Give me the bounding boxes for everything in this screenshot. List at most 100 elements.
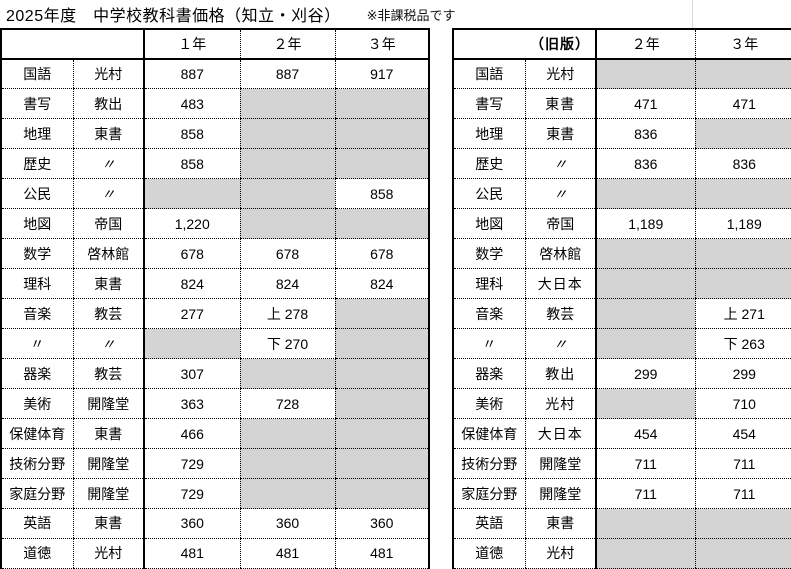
cell-subject: 美術 (1, 388, 73, 420)
table-row: 公民〃 858 (1, 178, 429, 210)
cell-year1: 466 (143, 418, 240, 450)
cell-year2 (239, 118, 335, 150)
cell-year2: 1,189 (595, 208, 695, 240)
cell-publisher: 東書 (524, 508, 596, 539)
cell-year2 (239, 418, 335, 450)
cell-year2 (595, 538, 695, 569)
cell-subject: 歴史 (453, 148, 525, 180)
cell-year3: 824 (334, 268, 429, 300)
cell-subject: 〃 (453, 328, 525, 360)
cell-year3 (694, 268, 791, 300)
cell-year3 (334, 118, 429, 150)
cell-year1: 363 (143, 388, 240, 420)
cell-publisher: 啓林館 (72, 238, 144, 270)
cell-publisher: 教芸 (524, 298, 596, 330)
cell-subject: 書写 (1, 88, 73, 120)
table-row: 美術 開隆堂 363 728 (1, 388, 429, 420)
cell-year3: 299 (694, 358, 791, 390)
table-row: 音楽 教芸 277 上 278 (1, 298, 429, 330)
cell-publisher: 開隆堂 (524, 478, 596, 509)
cell-year2: 471 (595, 88, 695, 120)
cell-subject: 歴史 (1, 148, 73, 180)
title-strip: 2025年度 中学校教科書価格（知立・刈谷） ※非課税品です (0, 0, 791, 28)
cell-year3 (334, 298, 429, 330)
cell-year2: 836 (595, 148, 695, 180)
cell-publisher: 光村 (72, 58, 144, 90)
sheet-gridline (692, 0, 693, 28)
page-title: 2025年度 中学校教科書価格（知立・刈谷） (6, 8, 341, 25)
cell-year1: 678 (143, 238, 240, 270)
cell-subject: 国語 (453, 58, 525, 90)
table-row: 道徳 光村 481 481 481 (1, 538, 429, 569)
cell-year2 (595, 388, 695, 420)
table-row: 保健体育 大日本 454 454 (453, 418, 791, 450)
table-row: 器楽 教出 299 299 (453, 358, 791, 390)
cell-subject: 道徳 (1, 538, 73, 569)
cell-subject: 理科 (453, 268, 525, 300)
cell-year3: 711 (694, 478, 791, 509)
cell-year2: 711 (595, 478, 695, 509)
table-row: 地図 帝国 1,189 1,189 (453, 208, 791, 240)
cell-publisher: 〃 (72, 178, 144, 210)
cell-year1 (143, 178, 240, 210)
cell-publisher: 東書 (72, 268, 144, 300)
cell-year3: 360 (334, 508, 429, 539)
cell-subject: 保健体育 (453, 418, 525, 450)
cell-year1: 481 (143, 538, 240, 569)
cell-year2 (595, 178, 695, 210)
cell-year3: 836 (694, 148, 791, 180)
table-row: 理科 大日本 (453, 268, 791, 300)
cell-year2 (239, 358, 335, 390)
table-row: 歴史〃 858 (1, 148, 429, 180)
cell-year2 (239, 178, 335, 210)
right-header-blank-subject (453, 28, 525, 60)
table-row: 器楽 教芸 307 (1, 358, 429, 390)
cell-year2 (595, 268, 695, 300)
cell-year3 (334, 478, 429, 509)
cell-subject: 地理 (453, 118, 525, 150)
cell-year3: 454 (694, 418, 791, 450)
cell-year1: 360 (143, 508, 240, 539)
cell-publisher: 〃 (524, 328, 596, 360)
cell-year1: 483 (143, 88, 240, 120)
cell-year2 (239, 148, 335, 180)
cell-year1: 729 (143, 478, 240, 509)
cell-year3 (334, 448, 429, 480)
oldversion-price-table: （旧版） ２年 ３年 国語 光村 書写 東書 471 471 地理 東書 836 歴史〃 836 836 公民… (452, 28, 791, 569)
cell-publisher: 開隆堂 (72, 388, 144, 420)
cell-year2: 下 270 (239, 328, 335, 360)
cell-year3 (694, 508, 791, 539)
cell-subject: 道徳 (453, 538, 525, 569)
cell-year3 (334, 208, 429, 240)
cell-subject: 〃 (1, 328, 73, 360)
table-row: 保健体育 東書 466 (1, 418, 429, 450)
cell-publisher: 教芸 (72, 298, 144, 330)
table-row: 美術 光村 710 (453, 388, 791, 420)
cell-year2: 454 (595, 418, 695, 450)
cell-year1: 277 (143, 298, 240, 330)
cell-subject: 英語 (1, 508, 73, 539)
left-header-blank-publisher (73, 28, 145, 60)
cell-year3 (334, 88, 429, 120)
cell-publisher: 大日本 (524, 268, 596, 300)
cell-year3: 678 (334, 238, 429, 270)
cell-publisher: 教出 (72, 88, 144, 120)
cell-subject: 書写 (453, 88, 525, 120)
cell-year2: 299 (595, 358, 695, 390)
cell-subject: 音楽 (1, 298, 73, 330)
cell-publisher: 光村 (524, 58, 596, 90)
left-header-blank-subject (1, 28, 73, 60)
cell-year2 (595, 238, 695, 270)
table-row: 英語 東書 (453, 508, 791, 539)
cell-publisher: 光村 (72, 538, 144, 569)
table-row: 家庭分野 開隆堂 711 711 (453, 478, 791, 509)
cell-year2: 824 (239, 268, 335, 300)
cell-year2 (595, 298, 695, 330)
cell-year2: 上 278 (239, 298, 335, 330)
cell-year3: 917 (334, 58, 429, 90)
cell-year3 (694, 238, 791, 270)
right-header-row: （旧版） ２年 ３年 (453, 28, 791, 60)
cell-year3 (334, 388, 429, 420)
table-row: 書写 東書 471 471 (453, 88, 791, 120)
table-row: 家庭分野 開隆堂 729 (1, 478, 429, 509)
